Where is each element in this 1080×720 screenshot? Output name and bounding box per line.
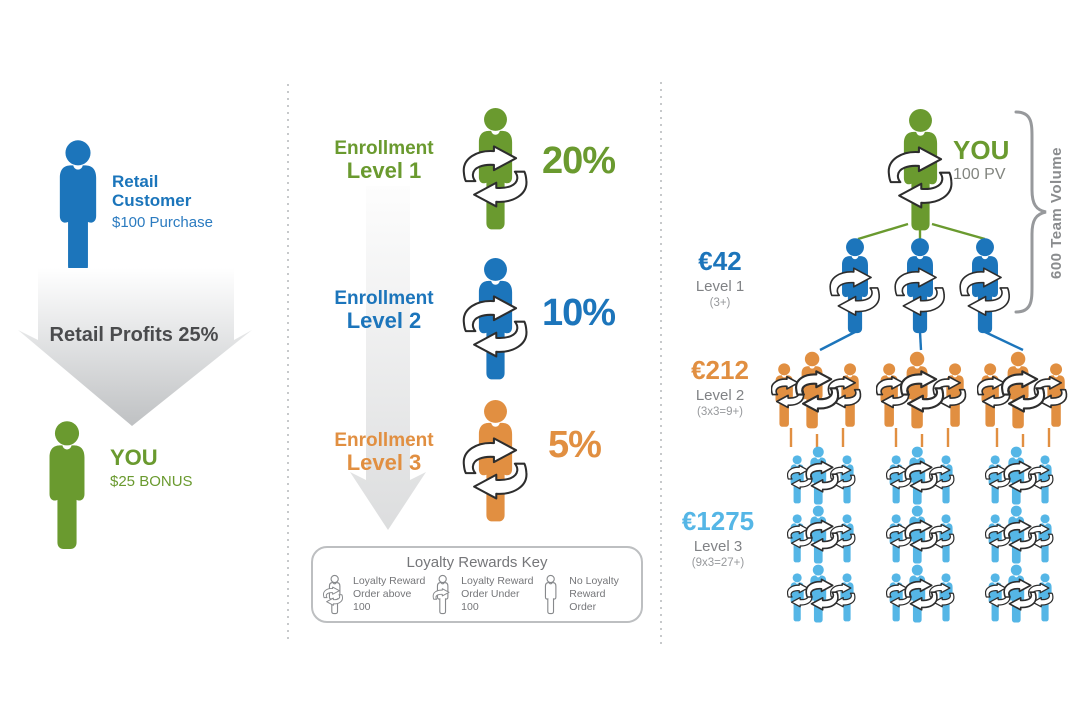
loyalty-key-item-under-100: Loyalty Reward Order Under 100 — [429, 573, 537, 616]
loyalty-key-title: Loyalty Rewards Key — [406, 554, 548, 571]
you-label: YOU $25 BONUS — [110, 445, 193, 491]
right-you-person-swap-icon — [877, 106, 964, 233]
retail-profit-down-arrow — [18, 268, 252, 426]
level3-group-icon — [787, 446, 857, 505]
retail-customer-subtitle: $100 Purchase — [112, 214, 213, 231]
loyalty-key-items: Loyalty Reward Order above 100 Loyalty R… — [313, 571, 641, 616]
level3-group-icon — [886, 564, 956, 623]
enrollment-level2-percent: 10% — [542, 292, 616, 334]
retail-customer-label: Retail Customer $100 Purchase — [112, 172, 213, 231]
level1-person-swap-icon — [821, 236, 889, 335]
loyalty-rewards-key-box: Loyalty Rewards Key Loyalty Reward Order… — [311, 546, 643, 623]
retail-customer-title-line2: Customer — [112, 191, 192, 210]
team-volume-brace — [1014, 110, 1047, 314]
retail-profit-label: Retail Profits 25% — [49, 324, 219, 346]
level3-group-icon — [787, 505, 857, 564]
level2-earnings-block: €212 Level 2 (3x3=9+) — [670, 355, 770, 419]
level1-name: Level 1 — [695, 278, 745, 295]
level1-amount: €42 — [698, 246, 742, 276]
level3-earnings-block: €1275 Level 3 (9x3=27+) — [668, 506, 768, 570]
retail-customer-title-line1: Retail — [112, 172, 159, 191]
enrollment-level3-name: Level 3 — [346, 450, 422, 475]
level1-person-swap-icon — [886, 236, 954, 335]
level3-group-icon — [886, 446, 956, 505]
enrollment-level3-label: Enrollment Level 3 — [322, 430, 446, 474]
level2-name: Level 2 — [695, 387, 745, 404]
loyalty-key-item-none: No Loyalty Reward Order — [537, 573, 633, 616]
divider-left — [287, 84, 289, 642]
you-title: YOU — [110, 445, 158, 470]
loyalty-key-item-line1: Loyalty Reward — [352, 575, 426, 587]
loyalty-key-item-text: No Loyalty Reward Order — [569, 575, 633, 614]
enrollment-level1-label: Enrollment Level 1 — [322, 138, 446, 182]
right-you-label: YOU 100 PV — [953, 137, 1009, 184]
person-double-arrow-icon — [321, 573, 350, 616]
team-volume-label: 600 Team Volume — [1048, 147, 1065, 279]
level2-group-icon — [771, 351, 863, 429]
level2-formula: (3x3=9+) — [696, 406, 744, 418]
level3-connector-lines — [789, 428, 1051, 447]
enrollment-level2-label: Enrollment Level 2 — [322, 288, 446, 332]
you-subtitle: $25 BONUS — [110, 473, 193, 490]
level1-person-swap-icon — [951, 236, 1019, 335]
right-you-subtitle: 100 PV — [953, 166, 1006, 183]
loyalty-key-item-above-100: Loyalty Reward Order above 100 — [321, 573, 429, 616]
level2-group-icon — [977, 351, 1069, 429]
enrollment-down-arrow — [350, 186, 426, 530]
retail-customer-person-icon — [59, 140, 97, 273]
loyalty-key-item-text: Loyalty Reward Order Under 100 — [461, 575, 537, 614]
enrollment-level2-name: Level 2 — [346, 308, 422, 333]
level2-group-icon — [876, 351, 968, 429]
loyalty-key-item-line1: No Loyalty — [569, 575, 619, 587]
level3-group-icon — [985, 446, 1055, 505]
loyalty-key-item-line2: Order Under 100 — [461, 588, 520, 613]
enrollment-level3-word: Enrollment — [334, 430, 434, 451]
level3-name: Level 3 — [693, 538, 743, 555]
enrollment-level1-name: Level 1 — [346, 158, 422, 183]
level2-amount: €212 — [691, 355, 749, 385]
level1-connector-lines — [857, 222, 986, 240]
enrollment-level3-person-swap-icon — [452, 397, 539, 524]
level3-group-icon — [787, 564, 857, 623]
loyalty-key-item-line2: Order above 100 — [352, 588, 412, 613]
level1-formula: (3+) — [709, 297, 731, 309]
level2-connector-lines — [819, 330, 1024, 352]
loyalty-key-item-text: Loyalty Reward Order above 100 — [353, 575, 429, 614]
level3-group-icon — [886, 505, 956, 564]
right-you-title: YOU — [953, 135, 1010, 165]
you-person-icon — [49, 421, 85, 549]
enrollment-level2-person-swap-icon — [452, 255, 539, 382]
divider-right — [660, 82, 662, 644]
loyalty-key-item-line2: Reward Order — [569, 588, 606, 613]
level3-group-icon — [985, 505, 1055, 564]
level3-formula: (9x3=27+) — [691, 557, 745, 569]
level3-amount: €1275 — [681, 506, 755, 536]
enrollment-level3-percent: 5% — [548, 424, 602, 466]
enrollment-level1-person-swap-icon — [452, 105, 539, 232]
person-single-arrow-icon — [429, 573, 458, 616]
enrollment-level1-percent: 20% — [542, 140, 616, 182]
level1-earnings-block: €42 Level 1 (3+) — [670, 246, 770, 310]
enrollment-level1-word: Enrollment — [334, 138, 434, 159]
enrollment-level2-word: Enrollment — [334, 288, 434, 309]
loyalty-key-item-line1: Loyalty Reward — [461, 575, 534, 587]
level3-group-icon — [985, 564, 1055, 623]
person-plain-icon — [537, 573, 566, 616]
